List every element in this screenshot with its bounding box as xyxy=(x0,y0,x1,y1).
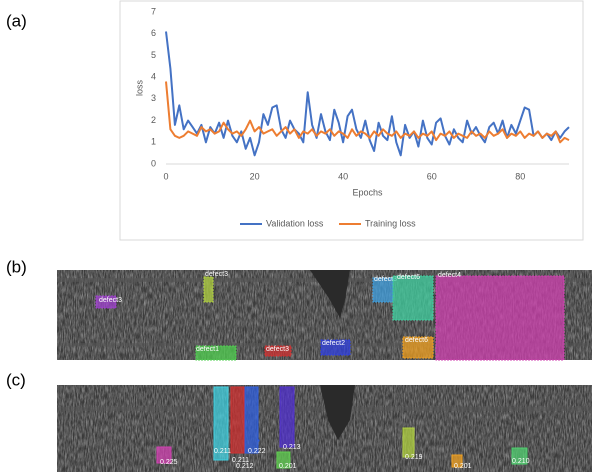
detection-label: defect3 xyxy=(99,297,122,304)
detection-label: defect1 xyxy=(196,346,219,353)
y-tick-label: 1 xyxy=(151,137,156,147)
y-tick-label: 5 xyxy=(151,50,156,60)
x-tick-label: 0 xyxy=(163,171,168,181)
detection-label: 0.213 xyxy=(283,444,301,451)
panel-label: (a) xyxy=(6,11,27,30)
detection-box xyxy=(258,440,259,441)
detection-box xyxy=(436,276,564,360)
panel-label: (b) xyxy=(6,257,27,276)
panel-label: (c) xyxy=(6,370,26,389)
detection-label: defect3 xyxy=(266,346,289,353)
y-axis-label: loss xyxy=(134,80,144,97)
detection-label: 0.210 xyxy=(512,458,530,465)
y-tick-label: 0 xyxy=(151,158,156,168)
x-tick-label: 60 xyxy=(427,171,437,181)
chart-frame xyxy=(120,1,583,240)
detection-label: defect2 xyxy=(322,340,345,347)
detection-label: defect6 xyxy=(405,337,428,344)
detection-label: 0.225 xyxy=(160,459,178,466)
detection-box xyxy=(393,276,433,320)
y-tick-label: 3 xyxy=(151,93,156,103)
y-tick-label: 4 xyxy=(151,72,156,82)
figure: (a) (b) (c) 0 1 2 3 4 5 6 7 0 20 40 60 80 Epochs loss V… xyxy=(0,0,593,475)
legend-label: Training loss xyxy=(365,218,416,228)
x-tick-label: 20 xyxy=(250,171,260,181)
detection-label: defect4 xyxy=(438,272,461,279)
detection-label: 0.222 xyxy=(248,448,266,455)
y-tick-label: 7 xyxy=(151,6,156,16)
detection-label: 0.201 xyxy=(279,463,297,470)
x-tick-label: 80 xyxy=(515,171,525,181)
y-tick-label: 6 xyxy=(151,28,156,38)
detection-label: defect6 xyxy=(397,274,420,281)
y-tick-label: 2 xyxy=(151,115,156,125)
detection-box xyxy=(245,387,258,453)
detection-label: 0.201 xyxy=(454,463,472,470)
detection-label: 0.219 xyxy=(405,454,423,461)
detection-label: defect3 xyxy=(205,271,228,278)
detection-box xyxy=(403,428,414,457)
detection-label: 0.211 xyxy=(214,448,231,455)
legend-label: Validation loss xyxy=(266,218,324,228)
detection-label: 0.212 xyxy=(236,463,254,470)
x-tick-label: 40 xyxy=(338,171,348,181)
detection-box xyxy=(204,277,213,302)
detection-box xyxy=(280,387,294,447)
detection-box xyxy=(231,387,244,453)
x-axis-label: Epochs xyxy=(352,187,383,197)
